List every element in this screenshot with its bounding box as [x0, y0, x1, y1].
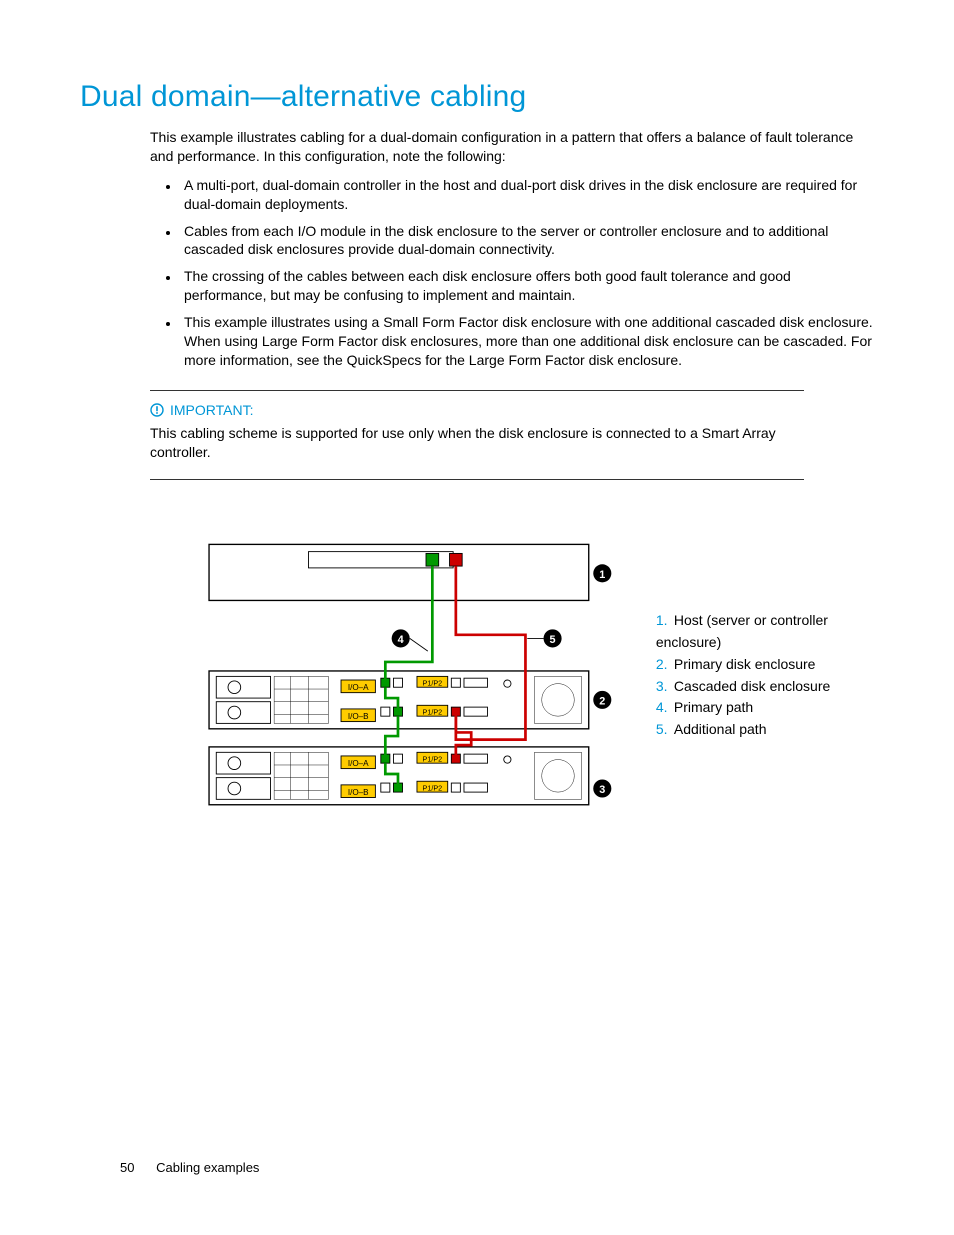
svg-text:P1/P2: P1/P2 [423, 708, 443, 717]
svg-text:P1/P2: P1/P2 [423, 784, 443, 793]
bullet-item: A multi-port, dual-domain controller in … [180, 176, 874, 214]
figure-legend: 1.Host (server or controller enclosure) … [656, 610, 874, 740]
svg-text:5: 5 [550, 634, 556, 646]
svg-text:I/O–A: I/O–A [348, 759, 369, 768]
svg-text:3: 3 [599, 784, 605, 796]
page-footer: 50 Cabling examples [120, 1160, 259, 1175]
svg-text:P1/P2: P1/P2 [423, 755, 443, 764]
svg-text:I/O–A: I/O–A [348, 683, 369, 692]
svg-text:1: 1 [599, 569, 605, 581]
section-name: Cabling examples [156, 1160, 259, 1175]
page-title: Dual domain—alternative cabling [80, 80, 874, 114]
bullet-item: Cables from each I/O module in the disk … [180, 222, 874, 260]
svg-text:I/O–B: I/O–B [348, 788, 369, 797]
important-body: This cabling scheme is supported for use… [150, 424, 804, 462]
bullet-item: The crossing of the cables between each … [180, 267, 874, 305]
svg-text:2: 2 [599, 696, 605, 708]
svg-text:P1/P2: P1/P2 [423, 679, 443, 688]
intro-paragraph: This example illustrates cabling for a d… [150, 128, 874, 166]
bullet-list: A multi-port, dual-domain controller in … [150, 176, 874, 370]
important-icon [150, 403, 164, 417]
cabling-diagram: I/O–A I/O–B P1/P2 P1/P2 [200, 520, 616, 840]
svg-text:4: 4 [398, 634, 404, 646]
bullet-item: This example illustrates using a Small F… [180, 313, 874, 370]
svg-text:I/O–B: I/O–B [348, 712, 369, 721]
page-number: 50 [120, 1160, 134, 1175]
important-callout: IMPORTANT: This cabling scheme is suppor… [150, 390, 804, 481]
important-label: IMPORTANT: [170, 401, 254, 420]
